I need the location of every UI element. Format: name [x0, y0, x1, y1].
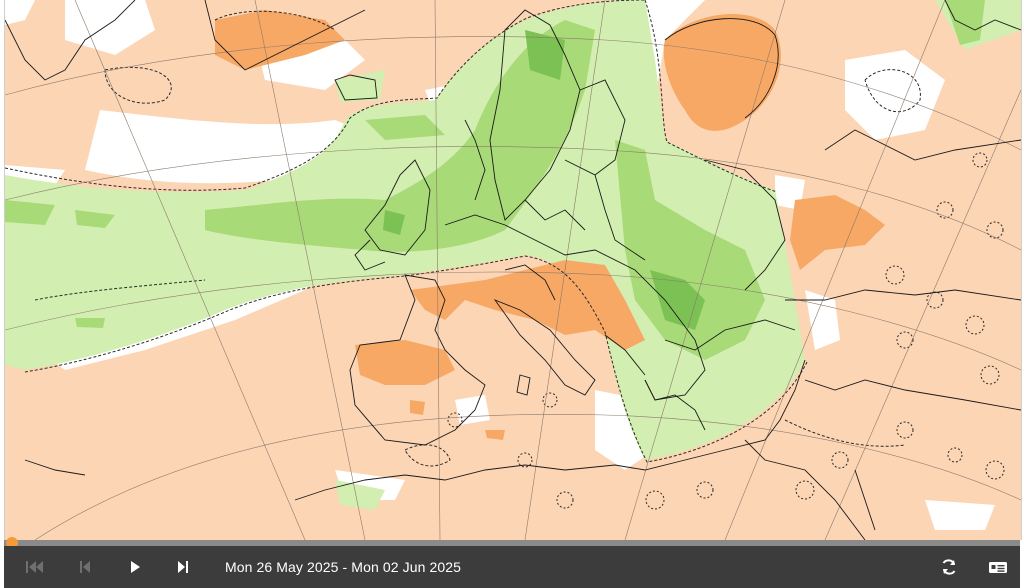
legend-icon	[989, 562, 1007, 573]
play-button[interactable]	[124, 557, 146, 577]
skip-to-end-button[interactable]	[172, 557, 194, 577]
skip-to-end-icon	[178, 561, 188, 573]
wet-anomaly-medium	[5, 0, 985, 360]
skip-to-start-icon	[26, 561, 43, 573]
play-icon	[131, 561, 140, 573]
graticule	[5, 0, 1021, 540]
warm-anomaly-strong	[215, 10, 885, 440]
step-back-icon	[80, 561, 90, 573]
forecast-date-range: Mon 26 May 2025 - Mon 02 Jun 2025	[225, 559, 462, 575]
forecast-map	[4, 0, 1022, 540]
small-contour-cells	[447, 152, 1005, 510]
skip-to-start-button[interactable]	[24, 557, 46, 577]
step-back-button[interactable]	[74, 557, 96, 577]
loop-icon	[942, 559, 956, 575]
wet-anomaly-strong	[383, 30, 705, 330]
loop-button[interactable]	[938, 557, 960, 577]
map-canvas	[5, 0, 1021, 540]
player-controls: Mon 26 May 2025 - Mon 02 Jun 2025	[4, 546, 1020, 588]
anomaly-contours	[5, 0, 921, 467]
legend-button[interactable]	[988, 557, 1010, 577]
coastlines	[5, 0, 1021, 540]
